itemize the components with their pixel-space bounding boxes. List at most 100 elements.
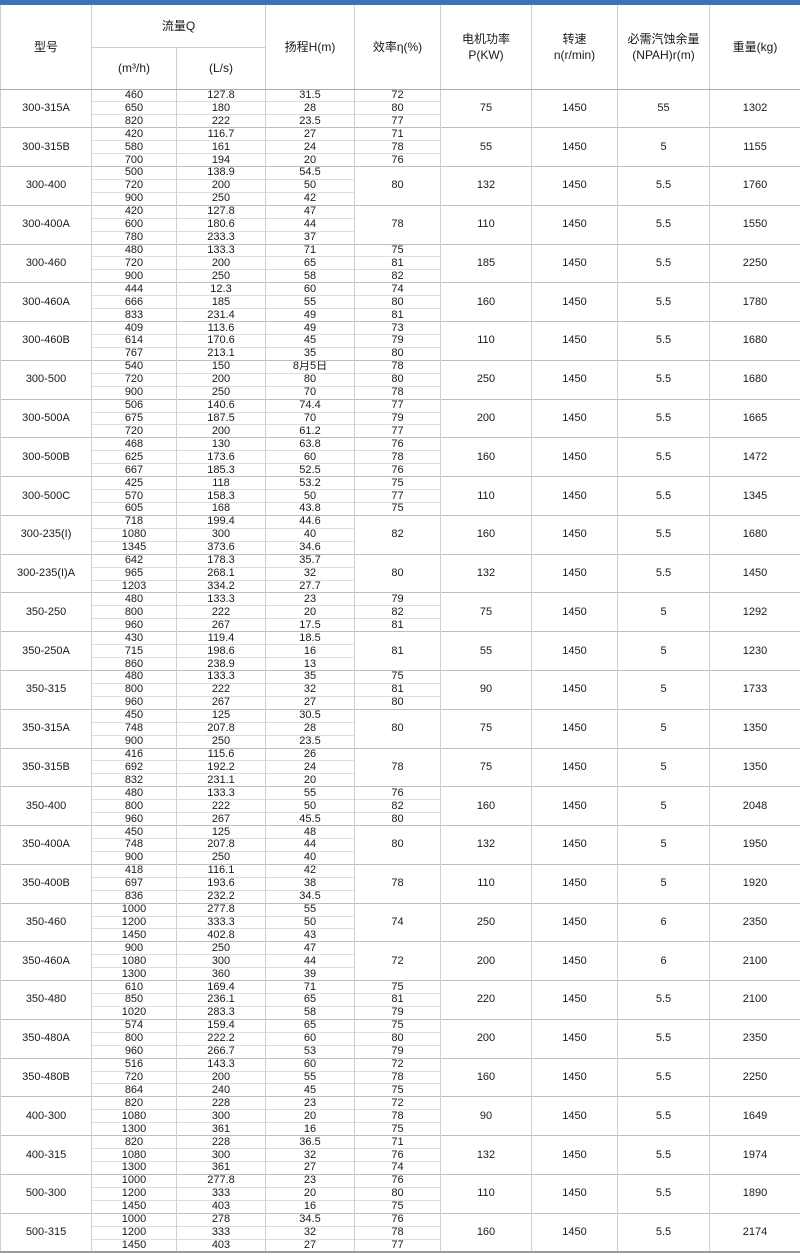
- model-sub-row: 960 267 27 80: [1, 695, 800, 710]
- head-cell: 36.5: [265, 1135, 355, 1149]
- flow-ls-cell: 133.3: [176, 243, 266, 257]
- head-cell: 50: [265, 178, 355, 193]
- model-sub-row: 650 180 28 80: [1, 101, 800, 115]
- head-cell: 58: [265, 1005, 355, 1020]
- power-cell: 110: [440, 1173, 532, 1214]
- speed-cell: 1450: [531, 127, 618, 167]
- flow-ls-cell: 185: [176, 295, 266, 309]
- flow-ls-cell: 240: [176, 1083, 266, 1097]
- head-cell: 27.7: [265, 579, 355, 593]
- model-cell: 350-400: [0, 786, 92, 826]
- npsh-cell: 5.5: [617, 1212, 710, 1252]
- model-group-row: 300-235(I)A 642 178.3 35.7 80 132 1450 5.5 1450: [0, 553, 800, 593]
- model-cell: 400-315: [0, 1135, 92, 1175]
- flow-m3h-cell: 468: [91, 437, 177, 451]
- flow-ls-cell: 199.4: [176, 514, 266, 529]
- flow-m3h-cell: 1300: [91, 1122, 177, 1136]
- flow-m3h-cell: 667: [91, 463, 177, 477]
- model-group-row: 350-250A 430 119.4 18.5 81 55 1450 5 1230: [0, 631, 800, 671]
- weight-cell: 1680: [709, 359, 800, 400]
- weight-cell: 2250: [709, 243, 800, 283]
- weight-cell: 1292: [709, 592, 800, 632]
- power-cell: 132: [440, 1135, 532, 1175]
- flow-m3h-cell: 516: [91, 1057, 177, 1072]
- power-cell: 110: [440, 321, 532, 361]
- weight-cell: 1550: [709, 204, 800, 245]
- efficiency-cell: 78: [354, 1225, 441, 1240]
- flow-m3h-cell: 960: [91, 1044, 177, 1059]
- header-power: 电机功率 P(KW): [440, 5, 532, 90]
- flow-m3h-cell: 480: [91, 786, 177, 800]
- flow-m3h-cell: 675: [91, 411, 177, 425]
- flow-ls-cell: 127.8: [176, 204, 266, 219]
- flow-m3h-cell: 1200: [91, 1186, 177, 1201]
- flow-m3h-cell: 1450: [91, 928, 177, 942]
- flow-m3h-cell: 480: [91, 592, 177, 606]
- weight-cell: 1920: [709, 863, 800, 904]
- flow-ls-cell: 333: [176, 1186, 266, 1201]
- model-group-row: 350-460 1000 277.8 55 74 250 1450 6 2350: [0, 902, 800, 942]
- model-sub-row: 700 194 20 76: [1, 153, 800, 167]
- flow-m3h-cell: 450: [91, 825, 177, 839]
- model-sub-row: 605 168 43.8 75: [1, 502, 800, 516]
- model-cell: 300-460B: [0, 321, 92, 361]
- head-cell: 74.4: [265, 398, 355, 413]
- efficiency-cell: 76: [354, 1212, 441, 1227]
- efficiency-cell: 80: [354, 708, 441, 749]
- model-sub-row: 832 231.1 20: [1, 773, 800, 787]
- flow-ls-cell: 333: [176, 1225, 266, 1240]
- flow-m3h-cell: 1000: [91, 1173, 177, 1188]
- flow-ls-cell: 143.3: [176, 1057, 266, 1072]
- flow-ls-cell: 180.6: [176, 217, 266, 232]
- npsh-cell: 5.5: [617, 359, 710, 400]
- efficiency-cell: 76: [354, 1148, 441, 1162]
- efficiency-cell: 80: [354, 553, 441, 593]
- flow-ls-cell: 333.3: [176, 915, 266, 929]
- efficiency-cell: 75: [354, 1199, 441, 1214]
- efficiency-cell: 81: [354, 308, 441, 322]
- flow-m3h-cell: 1000: [91, 902, 177, 916]
- model-sub-row: 1080 300 40: [1, 527, 800, 542]
- flow-m3h-cell: 720: [91, 424, 177, 438]
- model-cell: 500-300: [0, 1173, 92, 1214]
- head-cell: 50: [265, 799, 355, 813]
- model-cell: 300-500C: [0, 476, 92, 516]
- head-cell: 55: [265, 1070, 355, 1084]
- head-cell: 34.5: [265, 1212, 355, 1227]
- head-cell: 58: [265, 269, 355, 283]
- weight-cell: 1680: [709, 514, 800, 555]
- efficiency-cell: 77: [354, 1238, 441, 1252]
- model-cell: 350-315: [0, 669, 92, 710]
- speed-cell: 1450: [531, 747, 618, 787]
- speed-cell: 1450: [531, 1173, 618, 1214]
- flow-m3h-cell: 832: [91, 773, 177, 787]
- efficiency-cell: 80: [354, 346, 441, 361]
- model-sub-row: 570 158.3 50 77: [1, 489, 800, 503]
- npsh-cell: 5.5: [617, 553, 710, 593]
- header-flow: 流量Q: [91, 5, 266, 48]
- model-group-row: 350-400B 418 116.1 42 78 110 1450 5 1920: [0, 863, 800, 904]
- head-cell: 40: [265, 527, 355, 542]
- head-cell: 53.2: [265, 476, 355, 490]
- power-cell: 90: [440, 1096, 532, 1136]
- head-cell: 50: [265, 489, 355, 503]
- model-group-row: 300-315A 460 127.8 31.5 72 75 1450 55 1302: [0, 88, 800, 128]
- efficiency-cell: 81: [354, 682, 441, 697]
- head-cell: 31.5: [265, 88, 355, 102]
- flow-ls-cell: 127.8: [176, 88, 266, 102]
- head-cell: 38: [265, 876, 355, 891]
- efficiency-cell: 76: [354, 1173, 441, 1188]
- model-sub-row: 1300 361 27 74: [1, 1161, 800, 1175]
- model-cell: 350-480: [0, 980, 92, 1020]
- head-cell: 71: [265, 243, 355, 257]
- head-cell: 52.5: [265, 463, 355, 477]
- flow-m3h-cell: 1080: [91, 954, 177, 968]
- head-cell: 18.5: [265, 631, 355, 645]
- flow-m3h-cell: 800: [91, 605, 177, 619]
- flow-m3h-cell: 748: [91, 721, 177, 736]
- flow-m3h-cell: 420: [91, 204, 177, 219]
- model-group-row: 300-315B 420 116.7 27 71 55 1450 5 1155: [0, 127, 800, 167]
- power-cell: 132: [440, 166, 532, 206]
- flow-m3h-cell: 833: [91, 308, 177, 322]
- efficiency-cell: 79: [354, 1044, 441, 1059]
